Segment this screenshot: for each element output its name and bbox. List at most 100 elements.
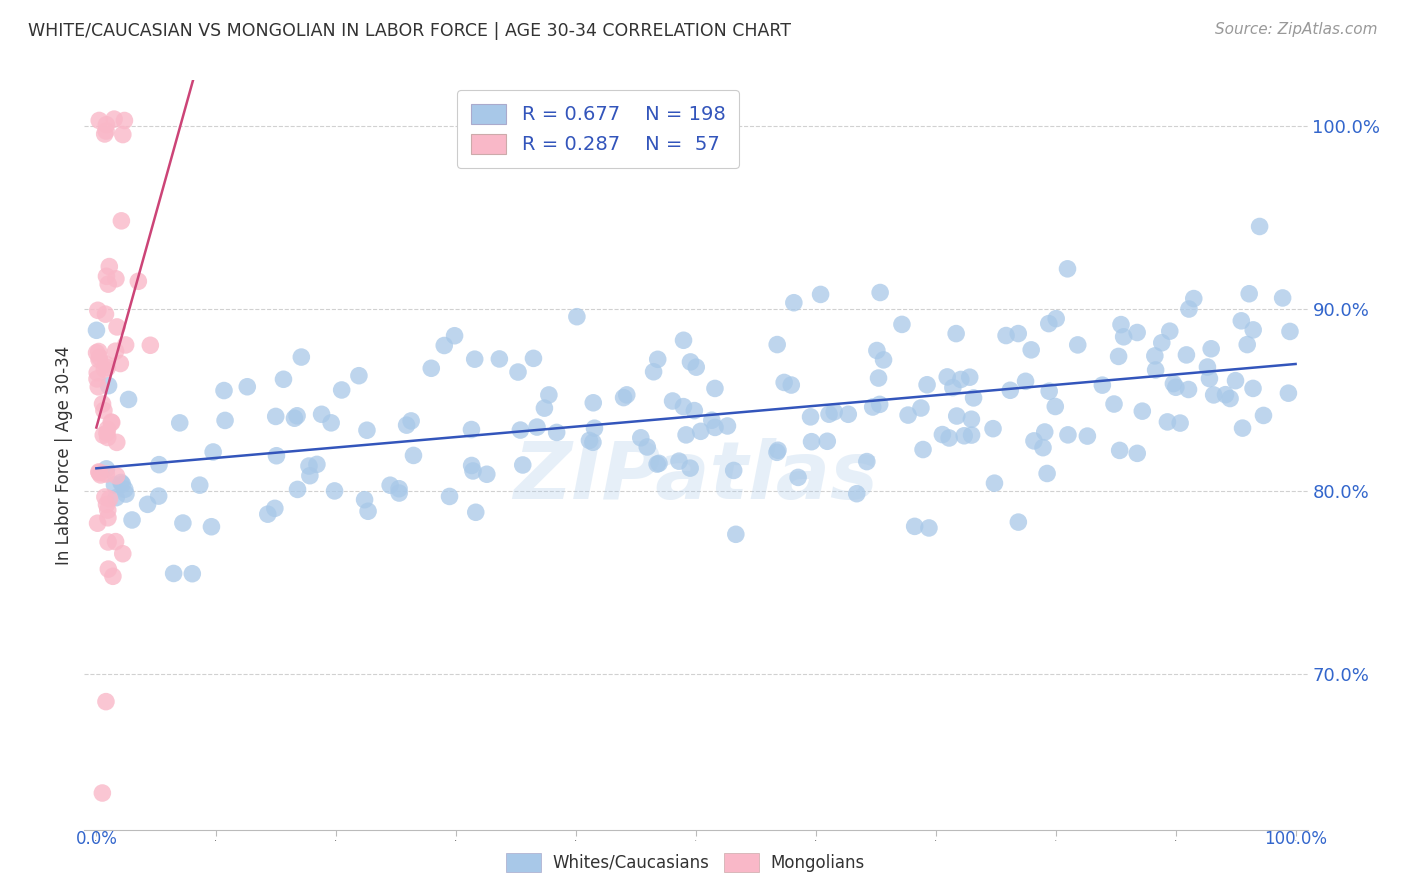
Point bbox=[86, 516, 108, 531]
Point bbox=[1057, 428, 1080, 442]
Point bbox=[1014, 374, 1036, 388]
Point bbox=[723, 463, 745, 477]
Point bbox=[283, 411, 305, 425]
Point bbox=[1126, 446, 1149, 460]
Point bbox=[1143, 349, 1166, 363]
Point bbox=[636, 440, 658, 454]
Point bbox=[311, 407, 333, 421]
Point bbox=[672, 400, 695, 414]
Point bbox=[1230, 314, 1253, 328]
Point bbox=[420, 361, 443, 376]
Point bbox=[1108, 443, 1130, 458]
Point bbox=[689, 425, 711, 439]
Point bbox=[200, 520, 222, 534]
Point bbox=[439, 490, 461, 504]
Point bbox=[616, 388, 638, 402]
Point bbox=[866, 343, 889, 358]
Point bbox=[285, 409, 308, 423]
Point bbox=[114, 113, 136, 128]
Point bbox=[86, 366, 108, 380]
Point bbox=[995, 328, 1018, 343]
Point bbox=[378, 478, 401, 492]
Point bbox=[115, 487, 138, 501]
Point bbox=[202, 445, 225, 459]
Point bbox=[100, 415, 122, 429]
Point bbox=[810, 287, 832, 301]
Point bbox=[1033, 425, 1056, 439]
Point bbox=[266, 449, 288, 463]
Point bbox=[872, 352, 894, 367]
Point bbox=[89, 466, 111, 480]
Point bbox=[91, 428, 114, 442]
Point bbox=[679, 461, 702, 475]
Point bbox=[845, 486, 868, 500]
Point bbox=[87, 344, 110, 359]
Point bbox=[815, 434, 838, 449]
Point bbox=[148, 458, 170, 472]
Point bbox=[97, 503, 120, 517]
Point bbox=[433, 338, 456, 352]
Point bbox=[263, 501, 285, 516]
Point bbox=[1241, 323, 1264, 337]
Point bbox=[869, 397, 891, 411]
Point bbox=[264, 409, 287, 424]
Point bbox=[675, 428, 697, 442]
Point bbox=[1108, 350, 1130, 364]
Point bbox=[87, 352, 110, 367]
Point bbox=[1215, 387, 1237, 401]
Point bbox=[127, 274, 149, 288]
Point bbox=[1019, 343, 1042, 357]
Point bbox=[94, 357, 117, 371]
Point bbox=[86, 346, 108, 360]
Point bbox=[1007, 515, 1029, 529]
Point bbox=[96, 422, 118, 436]
Point bbox=[104, 272, 127, 286]
Point bbox=[1241, 381, 1264, 395]
Point bbox=[1150, 335, 1173, 350]
Point bbox=[672, 333, 695, 347]
Text: 100.0%: 100.0% bbox=[1264, 830, 1327, 847]
Point bbox=[862, 400, 884, 414]
Point bbox=[936, 370, 959, 384]
Point bbox=[1198, 371, 1220, 385]
Point bbox=[464, 505, 486, 519]
Point bbox=[94, 307, 117, 321]
Point bbox=[110, 475, 132, 490]
Point bbox=[104, 534, 127, 549]
Point bbox=[1202, 388, 1225, 402]
Point bbox=[953, 429, 976, 443]
Point bbox=[1232, 421, 1254, 435]
Point bbox=[897, 408, 920, 422]
Point bbox=[395, 418, 418, 433]
Point bbox=[960, 412, 983, 426]
Point bbox=[716, 419, 738, 434]
Point bbox=[461, 464, 484, 478]
Point bbox=[443, 328, 465, 343]
Point bbox=[1000, 384, 1022, 398]
Point bbox=[1036, 467, 1059, 481]
Point bbox=[87, 465, 110, 479]
Point bbox=[890, 318, 912, 332]
Point bbox=[93, 127, 115, 141]
Point bbox=[1199, 342, 1222, 356]
Point bbox=[103, 478, 125, 492]
Point bbox=[117, 392, 139, 407]
Point bbox=[357, 504, 380, 518]
Point bbox=[136, 497, 159, 511]
Point bbox=[86, 323, 108, 337]
Point bbox=[273, 372, 295, 386]
Point bbox=[97, 277, 120, 292]
Point bbox=[169, 416, 191, 430]
Point bbox=[1182, 292, 1205, 306]
Point bbox=[911, 442, 934, 457]
Point bbox=[1112, 330, 1135, 344]
Point bbox=[1038, 317, 1060, 331]
Point bbox=[1056, 261, 1078, 276]
Point bbox=[565, 310, 588, 324]
Point bbox=[97, 535, 120, 549]
Point bbox=[96, 425, 118, 440]
Point bbox=[105, 435, 128, 450]
Point bbox=[236, 380, 259, 394]
Point bbox=[799, 409, 821, 424]
Point bbox=[96, 498, 118, 512]
